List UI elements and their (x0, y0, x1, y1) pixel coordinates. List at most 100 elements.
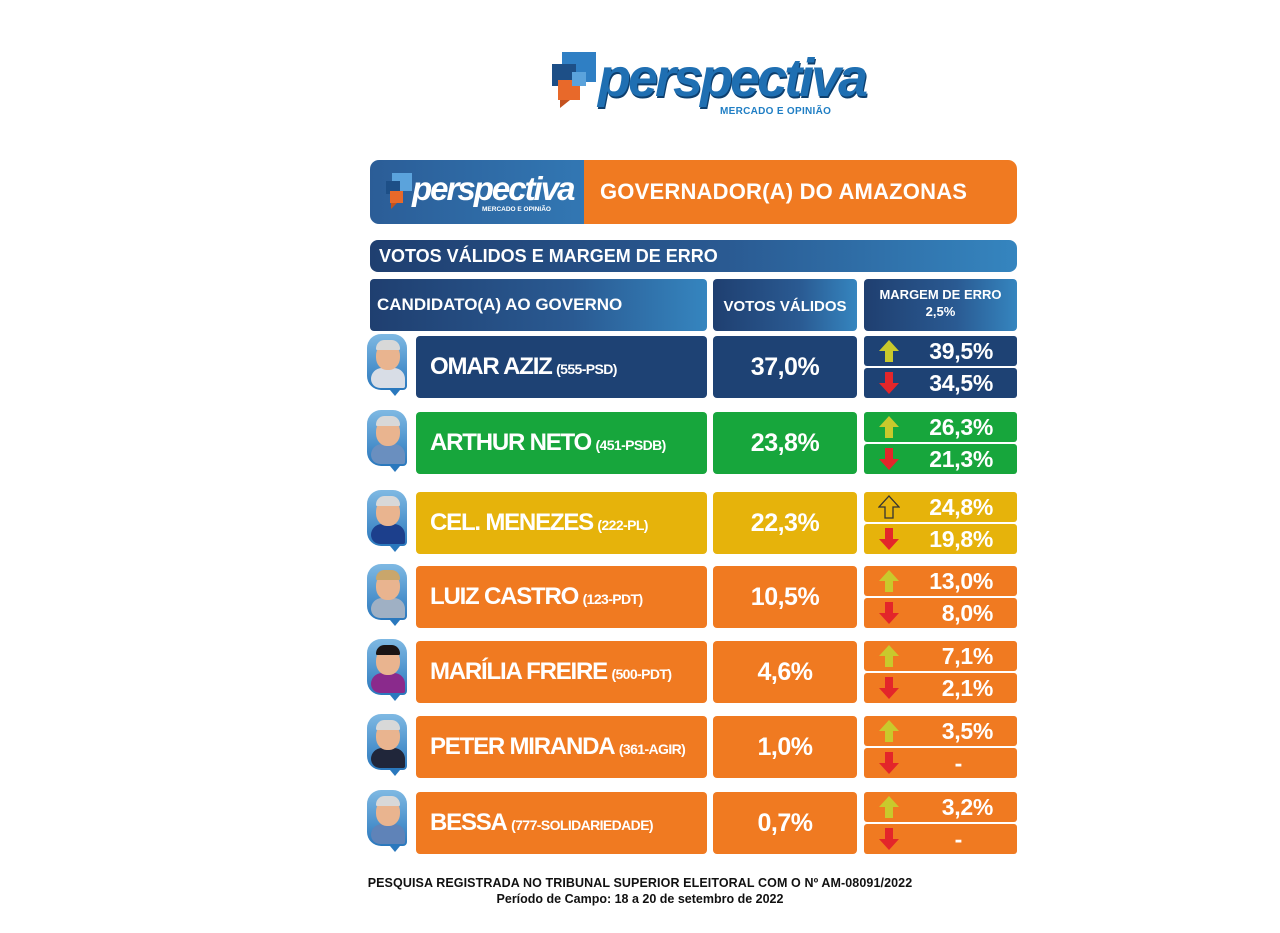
candidate-name-cell: BESSA (777-SOLIDARIEDADE) (416, 792, 707, 854)
candidate-name: MARÍLIA FREIRE (430, 658, 608, 685)
avatar-shirt (371, 824, 405, 844)
avatar-hair (376, 570, 400, 580)
candidate-name: CEL. MENEZES (430, 509, 594, 536)
margin-upper-cell: 7,1% (864, 641, 1017, 671)
valid-votes-value: 1,0% (713, 716, 857, 778)
column-header-votes: VOTOS VÁLIDOS (713, 279, 857, 331)
logo-wordmark: perspectiva (598, 48, 868, 108)
candidate-name-cell: LUIZ CASTRO (123-PDT) (416, 566, 707, 628)
header-logo-tagline: MERCADO E OPINIÃO (482, 206, 551, 213)
header-logo-wordmark: perspectiva (412, 170, 575, 207)
candidate-avatar (367, 490, 407, 554)
margin-lower-value: 2,1% (941, 675, 994, 701)
margin-lower-value: - (954, 750, 963, 776)
header-logo-mark-icon (386, 173, 412, 209)
margin-lower-value: 19,8% (929, 526, 993, 552)
margin-upper-cell: 39,5% (864, 336, 1017, 366)
arrow-down-icon (879, 752, 899, 774)
candidate-avatar (367, 714, 407, 778)
margin-upper-cell: 3,5% (864, 716, 1017, 746)
candidate-avatar (367, 564, 407, 628)
margin-lower-value: 8,0% (941, 600, 994, 626)
avatar-hair (376, 796, 400, 806)
arrow-down-icon (879, 602, 899, 624)
avatar-shirt (371, 748, 405, 768)
valid-votes-value: 10,5% (713, 566, 857, 628)
valid-votes-value: 0,7% (713, 792, 857, 854)
candidate-party: (451-PSDB) (595, 437, 666, 453)
margin-upper-value: 24,8% (929, 494, 993, 520)
margin-lower-cell: 8,0% (864, 598, 1017, 628)
candidate-party: (361-AGIR) (618, 741, 686, 757)
arrow-up-icon (879, 570, 899, 592)
arrow-up-icon (879, 796, 899, 818)
column-header-candidate: CANDIDATO(A) AO GOVERNO (370, 279, 707, 331)
candidate-avatar (367, 639, 407, 703)
candidate-party: (555-PSD) (556, 361, 617, 377)
candidate-name-cell: MARÍLIA FREIRE (500-PDT) (416, 641, 707, 703)
header-logo: perspectiva MERCADO E OPINIÃO (370, 160, 584, 224)
margin-lower-cell: 19,8% (864, 524, 1017, 554)
margin-upper-cell: 24,8% (864, 492, 1017, 522)
margin-lower-cell: - (864, 748, 1017, 778)
candidate-party: (123-PDT) (582, 591, 644, 607)
avatar-hair (376, 340, 400, 350)
avatar-shirt (371, 673, 405, 693)
candidate-party: (777-SOLIDARIEDADE) (511, 817, 653, 833)
margin-lower-value: - (954, 826, 963, 852)
margin-lower-cell: 21,3% (864, 444, 1017, 474)
valid-votes-value: 23,8% (713, 412, 857, 474)
arrow-down-icon (879, 372, 899, 394)
arrow-up-icon (879, 416, 899, 438)
avatar-shirt (371, 598, 405, 618)
candidate-avatar (367, 790, 407, 854)
margin-upper-value: 39,5% (929, 338, 993, 364)
margin-header-label: MARGEM DE ERRO (879, 287, 1002, 302)
margin-upper-cell: 13,0% (864, 566, 1017, 596)
margin-upper-cell: 26,3% (864, 412, 1017, 442)
arrow-up-icon (879, 645, 899, 667)
margin-lower-value: 21,3% (929, 446, 993, 472)
valid-votes-value: 22,3% (713, 492, 857, 554)
margin-upper-value: 7,1% (941, 643, 994, 669)
candidate-name-cell: PETER MIRANDA (361-AGIR) (416, 716, 707, 778)
valid-votes-value: 4,6% (713, 641, 857, 703)
candidate-party: (222-PL) (597, 517, 648, 533)
logo-tagline: MERCADO E OPINIÃO (720, 106, 832, 117)
candidate-name: PETER MIRANDA (430, 733, 616, 760)
candidate-name: OMAR AZIZ (430, 353, 553, 380)
logo-mark-icon (552, 52, 596, 108)
column-header-margin: MARGEM DE ERRO 2,5% (864, 279, 1017, 331)
arrow-down-icon (879, 828, 899, 850)
margin-lower-cell: 2,1% (864, 673, 1017, 703)
registration-note: PESQUISA REGISTRADA NO TRIBUNAL SUPERIOR… (367, 876, 913, 890)
chart-title: GOVERNADOR(A) DO AMAZONAS 2022 (584, 160, 1017, 224)
avatar-hair (376, 720, 400, 730)
candidate-name: LUIZ CASTRO (430, 583, 579, 610)
avatar-shirt (371, 524, 405, 544)
margin-upper-value: 26,3% (929, 414, 993, 440)
arrow-down-icon (879, 528, 899, 550)
candidate-avatar (367, 410, 407, 474)
candidate-name-cell: ARTHUR NETO (451-PSDB) (416, 412, 707, 474)
field-period-note: Período de Campo: 18 a 20 de setembro de… (496, 892, 784, 906)
margin-lower-value: 34,5% (929, 370, 993, 396)
margin-lower-cell: - (864, 824, 1017, 854)
avatar-hair (376, 496, 400, 506)
arrow-up-icon (878, 495, 900, 519)
arrow-up-icon (879, 720, 899, 742)
candidate-name: BESSA (430, 809, 508, 836)
margin-upper-value: 3,2% (941, 794, 994, 820)
arrow-down-icon (879, 448, 899, 470)
arrow-up-icon (879, 340, 899, 362)
candidate-party: (500-PDT) (611, 666, 672, 682)
margin-lower-cell: 34,5% (864, 368, 1017, 398)
candidate-name-cell: OMAR AZIZ (555-PSD) (416, 336, 707, 398)
candidate-avatar (367, 334, 407, 398)
chart-subtitle: VOTOS VÁLIDOS E MARGEM DE ERRO (370, 240, 1017, 272)
margin-upper-value: 3,5% (941, 718, 994, 744)
avatar-shirt (371, 444, 405, 464)
margin-upper-value: 13,0% (929, 568, 993, 594)
margin-header-value: 2,5% (925, 304, 956, 319)
margin-upper-cell: 3,2% (864, 792, 1017, 822)
